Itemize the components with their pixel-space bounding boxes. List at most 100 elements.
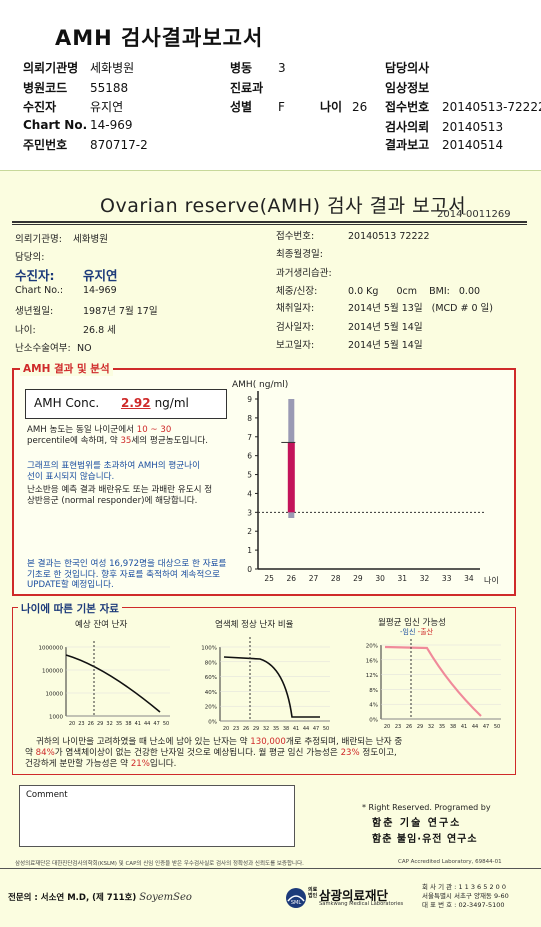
- amh-range-note: 그래프의 표현범위를 초과하여 AMH의 평균나이선이 표시되지 않습니다.: [27, 461, 200, 482]
- x-tick-label: 29: [253, 726, 259, 731]
- amh-conc-value: 2.92: [120, 396, 151, 410]
- lab-name-infertility: 함춘 불임·유전 연구소: [372, 834, 478, 845]
- x-tick-label: 34: [464, 574, 474, 583]
- field-physician: 담당의사: [385, 61, 430, 75]
- range-bar: [287, 442, 295, 513]
- org-name: 삼광의료재단: [319, 888, 389, 903]
- page-title: AMH 검사결과보고서: [55, 26, 264, 50]
- info-menstrual-history: 과거생리습관:: [276, 268, 332, 279]
- y-tick-label: 5: [247, 471, 252, 480]
- x-tick-label: 38: [283, 726, 289, 731]
- x-tick-label: 31: [398, 574, 408, 583]
- basic-section-label: 나이에 따른 기본 자료: [18, 601, 122, 616]
- sml-logo-icon: SML: [286, 888, 306, 908]
- info-ovarian-surgery: 난소수술여부: NO: [15, 343, 92, 354]
- info-age: 나이: 26.8 세: [15, 325, 116, 336]
- doctor-name: 전문의 : 서소연 M.D, (제 711호): [8, 893, 137, 903]
- x-tick-label: 47: [153, 721, 159, 727]
- x-tick-label: 38: [450, 724, 456, 730]
- divider: [12, 224, 527, 225]
- comment-label: Comment: [26, 790, 68, 800]
- y-tick-label: 8%: [369, 688, 378, 694]
- y-tick-label: 60%: [205, 675, 217, 681]
- info-receipt-no: 접수번호: 20140513 72222: [276, 231, 430, 242]
- y-tick-label: 0%: [208, 720, 217, 726]
- y-tick-label: 40%: [205, 690, 217, 696]
- x-tick-label: 26: [406, 724, 412, 730]
- x-tick-label: 27: [309, 574, 319, 583]
- x-tick-label: 20: [223, 726, 229, 731]
- field-receipt-no: 접수번호 20140513-72222: [385, 100, 541, 114]
- organization-logo: SML 의료 법인 삼광의료재단 Samkwang Medical Labora…: [285, 884, 415, 912]
- legend-item-birth: -출산: [417, 628, 434, 636]
- y-axis-label: AMH( ng/ml): [232, 380, 288, 390]
- pregnancy-chance-chart: 20% 16% 12% 8% 4% 0% 20 23 26 29 32 35 38 41 44 47 50: [366, 639, 501, 730]
- contact-line: 서울특별시 서초구 양재동 9-60: [422, 892, 509, 900]
- info-chart-no: Chart No.: 14-969: [15, 285, 117, 296]
- amh-section-label: AMH 결과 및 분석: [20, 361, 113, 376]
- mini-chart-title-chromosome: 염색체 정상 난자 비율: [215, 620, 294, 630]
- summary-header: AMH 검사결과보고서 의뢰기관명 세화병원 병동 3 담당의사 병원코드 55188…: [0, 0, 541, 163]
- comment-box: Comment: [19, 785, 295, 847]
- y-tick-label: 1000: [49, 715, 63, 721]
- pregnancy-chance-line: [384, 645, 482, 717]
- x-tick-label: 47: [483, 724, 489, 730]
- x-tick-label: 26: [243, 726, 249, 731]
- field-resident-no: 주민번호 870717-2: [23, 138, 148, 152]
- contact-line: 대 표 번 호 : 02-3497-5100: [422, 901, 505, 909]
- info-patient: 수진자: 유지연: [15, 268, 118, 283]
- y-tick-label: 8: [247, 414, 252, 423]
- cap-number: CAP Accredited Laboratory, 69844-01: [398, 859, 502, 865]
- x-tick-label: 41: [135, 721, 141, 727]
- contact-info: 회 사 기 관 : 1 1 3 6 5 2 0 0 서울특별시 서초구 양재동 …: [422, 883, 509, 910]
- x-tick-label: 29: [417, 724, 423, 730]
- y-tick-label: 9: [247, 395, 252, 404]
- basic-summary-text: 귀하의 나이만을 고려하였을 때 난소에 남아 있는 난자는 약 130,000…: [25, 737, 403, 769]
- field-department: 진료과: [230, 81, 264, 95]
- field-requesting-institution: 의뢰기관명 세화병원: [23, 61, 135, 75]
- y-tick-label: 1: [247, 546, 252, 555]
- x-axis-label: 나이: [484, 575, 499, 585]
- y-tick-label: 20%: [205, 705, 217, 711]
- y-tick-label: 0: [247, 565, 252, 574]
- y-tick-label: 1000000: [39, 646, 64, 652]
- amh-conc-unit: ng/ml: [154, 396, 189, 410]
- equivalent-age: 35: [120, 435, 132, 446]
- x-tick-label: 47: [313, 726, 319, 731]
- x-tick-label: 41: [293, 726, 299, 731]
- mini-chart-title-eggs: 예상 잔여 난자: [75, 620, 128, 630]
- y-tick-label: 6: [247, 452, 252, 461]
- y-tick-label: 20%: [366, 644, 378, 650]
- field-sex: 성별 F: [230, 100, 285, 114]
- field-chart-no: Chart No. 14-969: [23, 118, 133, 132]
- info-doctor: 담당의:: [15, 252, 45, 263]
- y-tick-label: 4%: [369, 703, 378, 709]
- y-tick-label: 80%: [205, 660, 217, 666]
- x-tick-label: 20: [69, 721, 75, 727]
- y-tick-label: 2: [247, 527, 252, 536]
- x-tick-label: 23: [233, 726, 239, 731]
- x-tick-label: 32: [106, 721, 112, 727]
- y-tick-label: 100%: [201, 646, 217, 652]
- chromosome-normal-line: [223, 656, 320, 718]
- chromosome-normal-chart: 100% 80% 60% 40% 20% 0% 20 23 26 29 32 35 38 41 44 47 50: [201, 637, 330, 731]
- x-tick-label: 26: [88, 721, 94, 727]
- chromosome-normal-pct: 84%: [35, 748, 55, 758]
- info-test-date: 검사일자: 2014년 5월 14일: [276, 322, 423, 333]
- x-tick-label: 38: [125, 721, 131, 727]
- egg-count: 130,000: [250, 737, 286, 747]
- field-ward: 병동 3: [230, 61, 286, 75]
- y-tick-label: 12%: [366, 673, 378, 679]
- x-tick-label: 30: [375, 574, 385, 583]
- org-name-en: Samkwang Medical Laboratories: [319, 901, 404, 907]
- accreditation-note: 삼성의료재단은 대한진단검사의학회(KSLM) 및 CAP의 신임 인증을 받은…: [15, 861, 304, 867]
- x-tick-label: 28: [331, 574, 341, 583]
- info-weight-height: 체중/신장: 0.0 Kg 0cm BMI: 0.00: [276, 286, 481, 297]
- y-tick-label: 10000: [46, 692, 64, 698]
- divider: [12, 221, 527, 223]
- amh-concentration-box: AMH Conc. 2.92 ng/ml: [25, 389, 227, 419]
- field-result-report: 결과보고 20140514: [385, 138, 504, 152]
- org-prefix: 의료 법인: [308, 887, 318, 899]
- legend-item-pregnancy: -임신: [400, 628, 416, 636]
